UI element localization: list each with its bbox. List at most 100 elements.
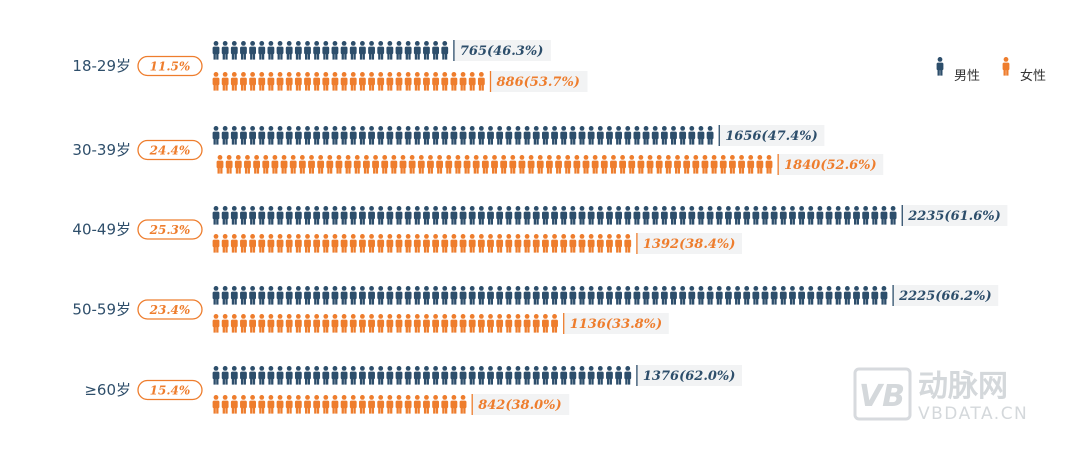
watermark-name: 动脉网 <box>918 369 1008 404</box>
male-person-icon <box>560 206 568 225</box>
female-person-icon <box>267 395 275 414</box>
female-person-icon <box>262 155 270 174</box>
male-person-icon <box>349 41 357 60</box>
male-person-icon <box>496 366 504 385</box>
watermark: VB 动脉网 VBDATA.CN <box>853 367 1027 424</box>
male-person-icon <box>395 206 403 225</box>
female-person-icon <box>546 155 553 174</box>
male-person-icon <box>569 125 577 145</box>
male-person-icon <box>578 366 586 385</box>
female-person-icon <box>285 395 293 414</box>
male-person-icon <box>798 206 805 225</box>
female-person-icon <box>359 314 366 333</box>
male-person-icon <box>825 286 833 305</box>
male-person-icon <box>651 206 659 225</box>
male-person-icon <box>285 286 293 305</box>
male-person-icon <box>249 366 256 385</box>
male-value-label: 2235(61.6%) <box>907 209 1001 224</box>
male-person-icon <box>725 206 732 225</box>
female-person-icon <box>610 155 617 174</box>
male-person-icon <box>587 125 595 145</box>
male-person-icon <box>368 125 375 145</box>
male-person-icon <box>514 206 522 225</box>
female-person-icon <box>368 395 375 414</box>
male-person-icon <box>798 286 805 305</box>
group-share-badge <box>137 55 203 77</box>
female-value-label-bg <box>563 313 669 334</box>
female-person-icon <box>450 314 458 333</box>
male-person-icon <box>230 366 238 385</box>
female-person-icon <box>285 314 293 333</box>
female-person-icon <box>637 155 645 174</box>
group-share-label: 24.4% <box>149 144 191 158</box>
female-person-icon <box>719 155 727 174</box>
female-person-icon <box>591 155 599 174</box>
female-person-icon <box>240 72 247 91</box>
female-value-label: 886(53.7%) <box>497 75 580 90</box>
female-person-icon <box>322 314 330 333</box>
male-person-icon <box>322 206 330 225</box>
male-person-icon <box>816 286 824 305</box>
female-person-icon <box>468 234 476 253</box>
female-person-icon <box>230 395 238 414</box>
female-person-icon <box>267 314 275 333</box>
female-person-icon <box>408 155 416 174</box>
female-person-icon <box>258 234 266 253</box>
male-person-icon <box>331 366 339 385</box>
female-person-icon <box>331 314 339 333</box>
male-person-icon <box>697 125 705 145</box>
male-person-icon <box>477 286 485 305</box>
male-person-icon <box>441 286 449 305</box>
watermark-logo: VB <box>859 379 905 414</box>
female-person-icon <box>276 234 284 253</box>
male-person-icon <box>487 366 494 385</box>
male-person-icon <box>642 286 650 305</box>
female-person-icon <box>432 72 439 91</box>
male-person-icon <box>368 41 375 60</box>
male-person-icon <box>340 366 348 385</box>
male-person-icon <box>249 125 256 145</box>
female-person-icon <box>432 314 439 333</box>
male-person-icon <box>715 206 723 225</box>
male-person-icon <box>642 125 650 145</box>
female-person-icon <box>395 314 403 333</box>
male-person-icon <box>258 41 266 60</box>
female-person-icon <box>377 234 385 253</box>
female-pictogram-bar <box>216 155 773 174</box>
female-person-icon <box>404 72 412 91</box>
male-person-icon <box>569 366 577 385</box>
female-person-icon <box>441 234 449 253</box>
female-person-icon <box>532 234 540 253</box>
female-person-icon <box>514 234 522 253</box>
female-person-icon <box>505 234 513 253</box>
female-person-icon <box>221 234 229 253</box>
female-person-icon <box>395 395 403 414</box>
male-person-icon <box>523 286 531 305</box>
female-person-icon <box>536 155 544 174</box>
male-person-icon <box>523 125 531 145</box>
female-person-icon <box>404 314 412 333</box>
female-person-icon <box>413 395 421 414</box>
male-person-icon <box>542 125 549 145</box>
male-person-icon <box>313 206 321 225</box>
female-person-icon <box>359 234 366 253</box>
male-person-icon <box>313 41 321 60</box>
male-person-icon <box>413 366 421 385</box>
female-person-icon <box>253 155 260 174</box>
male-person-icon <box>660 206 668 225</box>
female-person-icon <box>340 72 348 91</box>
male-person-icon <box>258 125 266 145</box>
male-person-icon <box>349 206 357 225</box>
male-person-icon <box>230 206 238 225</box>
female-person-icon <box>359 72 366 91</box>
female-person-icon <box>692 155 700 174</box>
male-person-icon <box>404 206 412 225</box>
female-person-icon <box>514 314 522 333</box>
male-person-icon <box>679 206 687 225</box>
female-person-icon <box>212 395 220 414</box>
female-person-icon <box>285 72 293 91</box>
female-person-icon <box>212 314 220 333</box>
male-person-icon <box>779 206 787 225</box>
male-person-icon <box>615 366 622 385</box>
